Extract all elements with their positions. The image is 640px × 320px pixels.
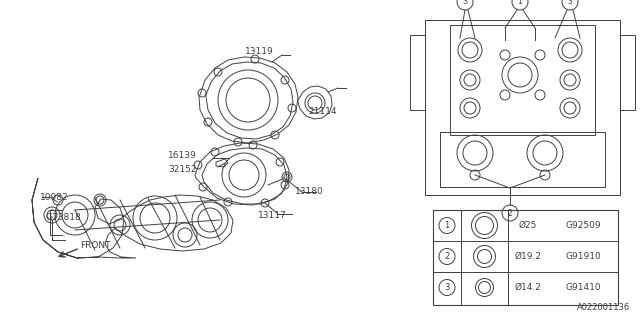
- Text: 16139: 16139: [168, 150, 196, 159]
- Text: 10982: 10982: [40, 193, 68, 202]
- Text: 13117: 13117: [258, 211, 287, 220]
- Bar: [450, 25, 595, 135]
- Bar: [433, 210, 618, 305]
- Text: G92509: G92509: [565, 221, 601, 230]
- Text: 2: 2: [444, 252, 450, 261]
- Text: FRONT: FRONT: [80, 241, 111, 250]
- Text: 1: 1: [518, 0, 522, 6]
- Bar: [440, 132, 605, 187]
- Text: G73818: G73818: [46, 213, 82, 222]
- Text: G91910: G91910: [565, 252, 601, 261]
- Text: 21114: 21114: [308, 108, 337, 116]
- Text: 13180: 13180: [295, 188, 324, 196]
- Text: Ø14.2: Ø14.2: [515, 283, 541, 292]
- Text: G91410: G91410: [565, 283, 601, 292]
- Text: 1: 1: [444, 221, 450, 230]
- Text: 2: 2: [508, 209, 513, 218]
- Text: 13119: 13119: [245, 47, 274, 57]
- Text: 3: 3: [444, 283, 450, 292]
- Text: A022001136: A022001136: [577, 303, 630, 312]
- Text: 3: 3: [463, 0, 467, 6]
- Text: Ø25: Ø25: [519, 221, 537, 230]
- Text: Ø19.2: Ø19.2: [515, 252, 541, 261]
- Text: 3: 3: [568, 0, 572, 6]
- Text: 32152: 32152: [168, 165, 196, 174]
